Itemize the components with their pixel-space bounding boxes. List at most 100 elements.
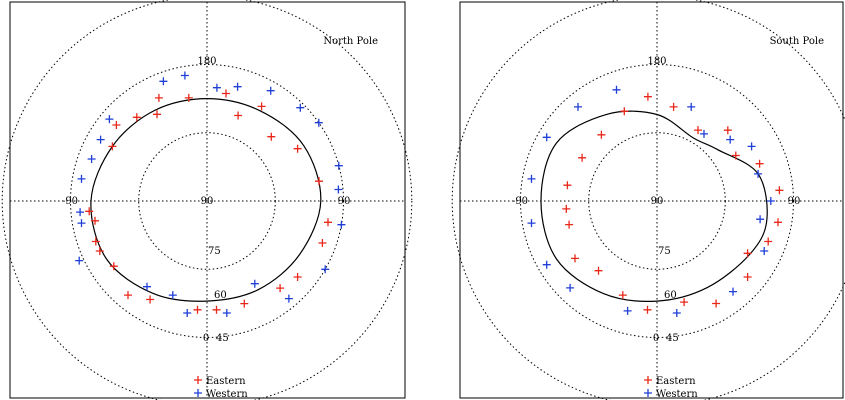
western-point <box>700 129 708 138</box>
western-point <box>296 103 305 112</box>
western-point <box>527 174 536 183</box>
label-center: 90 <box>201 196 214 207</box>
eastern-point <box>85 207 94 216</box>
eastern-point <box>193 305 202 314</box>
western-point <box>321 265 330 274</box>
eastern-point <box>712 299 721 308</box>
eastern-point <box>618 291 627 300</box>
plus-icon <box>644 389 652 397</box>
legend-marker-western <box>194 389 202 397</box>
western-point <box>250 279 259 288</box>
western-point <box>212 83 221 92</box>
legend-label-eastern: Eastern <box>206 376 246 387</box>
western-point <box>623 306 632 315</box>
western-point <box>754 169 763 178</box>
western-point <box>266 86 275 95</box>
north-pole-panel: North Pole 180 90 -90 90 0 75 60 45 East… <box>1 0 413 400</box>
western-point <box>284 294 293 303</box>
western-point <box>233 82 242 91</box>
eastern-point <box>565 220 574 229</box>
eastern-point <box>293 144 302 153</box>
western-point <box>87 155 96 163</box>
plus-icon <box>644 376 652 384</box>
legend-marker-western <box>644 389 652 397</box>
latitude-ring-60 <box>70 64 344 338</box>
latitude-ring-60 <box>520 64 794 338</box>
western-point <box>75 256 84 265</box>
western-point <box>168 291 177 300</box>
western-point <box>222 309 231 317</box>
latitude-ring-75 <box>588 132 726 270</box>
western-point <box>183 309 192 317</box>
ring-label-60: 60 <box>214 290 227 301</box>
eastern-point <box>680 298 689 307</box>
latitude-rings <box>1 0 413 400</box>
western-point <box>143 282 151 291</box>
eastern-point <box>267 132 276 141</box>
eastern-point <box>774 218 782 227</box>
western-point <box>542 260 551 269</box>
eastern-point <box>731 151 740 160</box>
panel-frame <box>459 1 844 399</box>
eastern-point <box>257 102 266 111</box>
eastern-point <box>563 181 572 190</box>
eastern-point <box>124 291 132 300</box>
eastern-point <box>146 295 155 304</box>
eastern-point <box>764 237 773 246</box>
ring-label-45: 45 <box>216 333 229 344</box>
eastern-point <box>594 266 603 275</box>
label-top: 180 <box>647 56 666 67</box>
western-point <box>105 115 114 124</box>
eastern-point <box>109 262 118 271</box>
eastern-point <box>562 204 571 213</box>
chart-title: North Pole <box>323 36 378 47</box>
boundary-curve <box>90 97 322 302</box>
western-point <box>760 247 769 255</box>
western-point <box>687 102 696 111</box>
western-point <box>180 71 189 80</box>
eastern-point <box>669 102 678 111</box>
eastern-point <box>293 273 302 281</box>
eastern-point <box>578 153 587 162</box>
label-center: 90 <box>651 196 664 207</box>
eastern-point <box>153 110 161 119</box>
label-right: 90 <box>788 196 801 207</box>
legend: Eastern Western <box>194 376 248 400</box>
label-left: -90 <box>512 196 528 207</box>
eastern-point <box>222 89 230 98</box>
western-point <box>756 215 765 224</box>
eastern-point <box>755 159 764 168</box>
ring-label-75: 75 <box>208 246 221 257</box>
eastern-point <box>775 186 784 195</box>
western-point <box>729 287 737 296</box>
eastern-point <box>132 113 141 122</box>
western-point <box>672 309 681 317</box>
label-right: 90 <box>338 196 351 207</box>
eastern-point <box>112 121 121 129</box>
western-point <box>542 133 551 142</box>
latitude-ring-45 <box>1 0 413 400</box>
legend-marker-eastern <box>194 376 202 384</box>
eastern-point <box>212 305 221 314</box>
eastern-point <box>324 218 332 227</box>
legend-label-western: Western <box>656 389 698 400</box>
eastern-point <box>95 247 104 255</box>
label-bottom: 0 <box>203 333 209 344</box>
western-point <box>159 77 168 86</box>
label-bottom: 0 <box>653 333 659 344</box>
western-point <box>574 102 582 111</box>
western-point <box>337 220 346 229</box>
western-point <box>334 161 343 170</box>
ring-label-60: 60 <box>664 290 677 301</box>
eastern-point <box>318 239 327 247</box>
eastern-point <box>743 273 752 281</box>
eastern-point <box>184 93 193 102</box>
eastern-point <box>108 142 117 151</box>
legend: Eastern Western <box>644 376 698 400</box>
eastern-point <box>643 305 652 314</box>
eastern-point <box>620 107 629 116</box>
data-points <box>75 71 346 317</box>
ring-label-75: 75 <box>658 246 671 257</box>
western-point <box>314 118 323 127</box>
